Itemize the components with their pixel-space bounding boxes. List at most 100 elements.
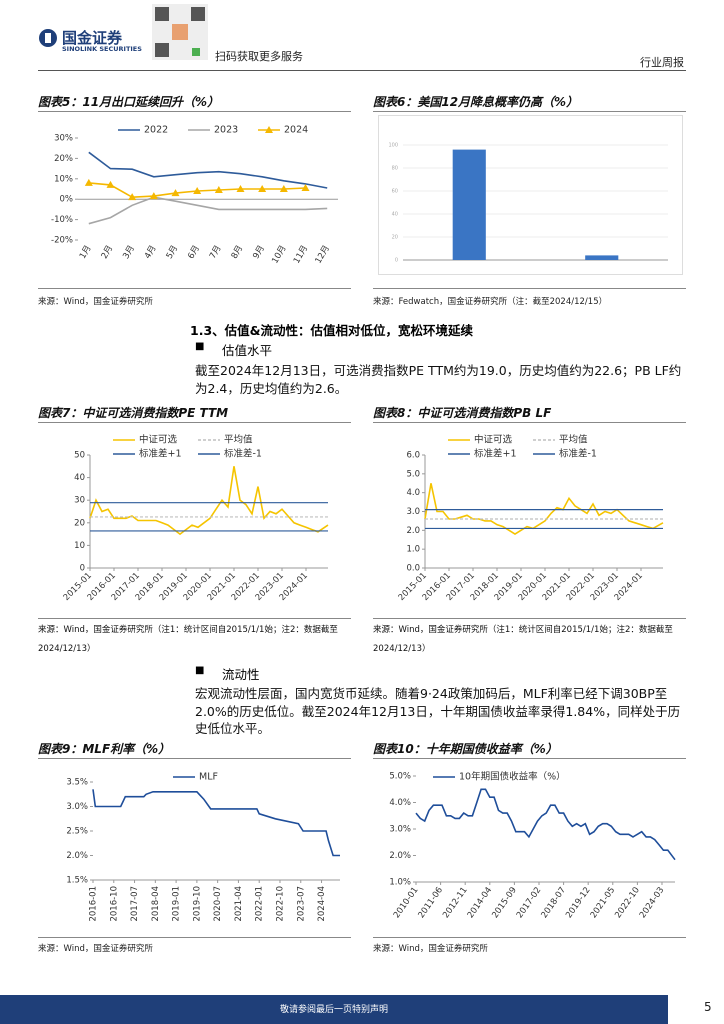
- y-tick-label: 10: [74, 541, 85, 551]
- legend-label: 平均值: [559, 434, 588, 446]
- series-line: [415, 788, 676, 861]
- page-number: 5: [704, 1000, 712, 1014]
- x-tick-label: 7月: [208, 244, 224, 261]
- series-line: [88, 196, 328, 225]
- legend-label: 标准差-1: [224, 448, 262, 460]
- figure-title: 图表5：11月出口延续回升（%）: [38, 95, 220, 109]
- rule: [38, 937, 351, 938]
- series-line: [424, 483, 664, 536]
- source: 来源：Wind，国金证券研究所: [373, 944, 488, 954]
- y-tick-label: 40: [74, 473, 85, 483]
- chart: 3.5% 3.0% 2.5% 2.0% 1.5%2016-01 2016-10 2017-0…: [66, 772, 340, 922]
- chart: 0.01.02.03.04.05.06.02015-012016-012017-…: [397, 434, 664, 603]
- legend-label: 2022: [144, 125, 168, 136]
- x-tick-label: 2020-07: [213, 886, 223, 922]
- y-tick-label: 50: [74, 451, 85, 461]
- x-tick-label: 2023-07: [296, 886, 306, 922]
- bar: [585, 255, 619, 260]
- series-line: [89, 466, 329, 536]
- x-tick-label: 2022-01: [255, 886, 265, 922]
- y-tick-label: -20%: [51, 236, 73, 246]
- x-tick-label: 8月: [230, 244, 246, 261]
- y-tick-label: 6.0: [406, 451, 420, 461]
- legend-label: 中证可选: [139, 434, 178, 446]
- y-tick-label: 4.0: [406, 488, 420, 498]
- y-tick-label: 4.0%: [389, 798, 411, 808]
- bullet: ■: [195, 665, 205, 676]
- source: 来源：Wind，国金证券研究所（注1：统计区间自2015/1/1始；注2：数据截…: [38, 625, 338, 654]
- y-tick-label: 40: [392, 212, 398, 218]
- y-tick-label: 5.0: [406, 469, 420, 479]
- x-tick-label: 10月: [270, 244, 288, 266]
- legend-marker: [265, 126, 273, 133]
- rule: [38, 758, 351, 759]
- series-line: [92, 789, 340, 857]
- x-tick-label: 9月: [251, 244, 267, 261]
- report-type: 行业周报: [640, 56, 684, 69]
- marker: [214, 186, 223, 194]
- source: 来源：Fedwatch，国金证券研究所（注：截至2024/12/15）: [373, 297, 608, 307]
- legend-label: 10年期国债收益率（%）: [459, 771, 566, 783]
- x-tick-label: 2月: [100, 244, 116, 261]
- rule: [373, 758, 686, 759]
- y-tick-label: 1.5%: [66, 876, 88, 886]
- x-tick-label: 2016-10: [109, 886, 119, 922]
- footer-band: [0, 995, 668, 1024]
- qr-code: [152, 4, 208, 60]
- y-tick-label: 2.0%: [389, 851, 411, 861]
- y-tick-label: 2.0%: [66, 851, 88, 861]
- legend-label: 中证可选: [474, 434, 513, 446]
- y-tick-label: 30: [74, 496, 85, 506]
- company-en: SINOLINK SECURITIES: [62, 45, 142, 53]
- y-tick-label: 10%: [54, 174, 73, 184]
- rule: [373, 422, 686, 423]
- marker: [236, 185, 245, 192]
- legend-label: 2023: [214, 125, 238, 136]
- figure-title: 图表6：美国12月降息概率仍高（%）: [373, 95, 579, 109]
- rule: [38, 111, 351, 112]
- marker: [149, 192, 158, 200]
- rule: [38, 618, 351, 619]
- x-tick-label: 3月: [121, 244, 137, 261]
- legend-label: 标准差+1: [474, 448, 517, 460]
- x-tick-label: 2018-04: [151, 886, 161, 922]
- rule: [373, 288, 686, 289]
- y-tick-label: 0%: [60, 195, 74, 205]
- marker: [84, 178, 93, 186]
- y-tick-label: 3.0%: [66, 802, 88, 812]
- marker: [193, 187, 202, 195]
- y-tick-label: 1.0%: [389, 878, 411, 888]
- bar: [452, 149, 486, 260]
- y-tick-label: 30%: [54, 134, 73, 144]
- marker: [279, 185, 288, 192]
- y-tick-label: 3.0: [406, 507, 420, 517]
- figure-title: 图表10：十年期国债收益率（%）: [373, 742, 558, 756]
- marker: [258, 185, 267, 192]
- rule: [373, 937, 686, 938]
- header-rule: [38, 70, 686, 71]
- source: 来源：Wind，国金证券研究所: [38, 944, 153, 954]
- y-tick-label: 0: [80, 564, 85, 574]
- source: 来源：Wind，国金证券研究所: [38, 297, 153, 307]
- legend-label: 平均值: [224, 434, 253, 446]
- y-tick-label: -10%: [51, 215, 73, 225]
- x-tick-label: 5月: [165, 244, 181, 261]
- figure-title: 图表8：中证可选消费指数PB LF: [373, 406, 552, 420]
- legend-label: 2024: [284, 125, 308, 136]
- chart: 5.0%4.0%3.0%2.0%1.0%2010-012011-062012-1…: [389, 771, 676, 920]
- y-tick-label: 60: [392, 189, 398, 195]
- x-tick-label: 2022-10: [275, 886, 285, 922]
- x-tick-label: 2016-01: [89, 886, 99, 922]
- y-tick-label: 1.0: [406, 545, 420, 555]
- marker: [301, 183, 310, 191]
- y-tick-label: 3.5%: [66, 778, 88, 788]
- company: 国金证券: [62, 29, 123, 47]
- y-tick-label: 3.0%: [389, 825, 411, 835]
- source: 来源：Wind，国金证券研究所（注1：统计区间自2015/1/1始；注2：数据截…: [373, 625, 673, 654]
- disclaimer: 敬请参阅最后一页特别声明: [279, 1005, 388, 1015]
- y-tick-label: 0.0: [406, 564, 420, 574]
- x-tick-label: 2019-10: [192, 886, 202, 922]
- legend-label: MLF: [199, 772, 218, 783]
- x-tick-label: 6月: [186, 244, 202, 261]
- y-tick-label: 5.0%: [389, 772, 411, 782]
